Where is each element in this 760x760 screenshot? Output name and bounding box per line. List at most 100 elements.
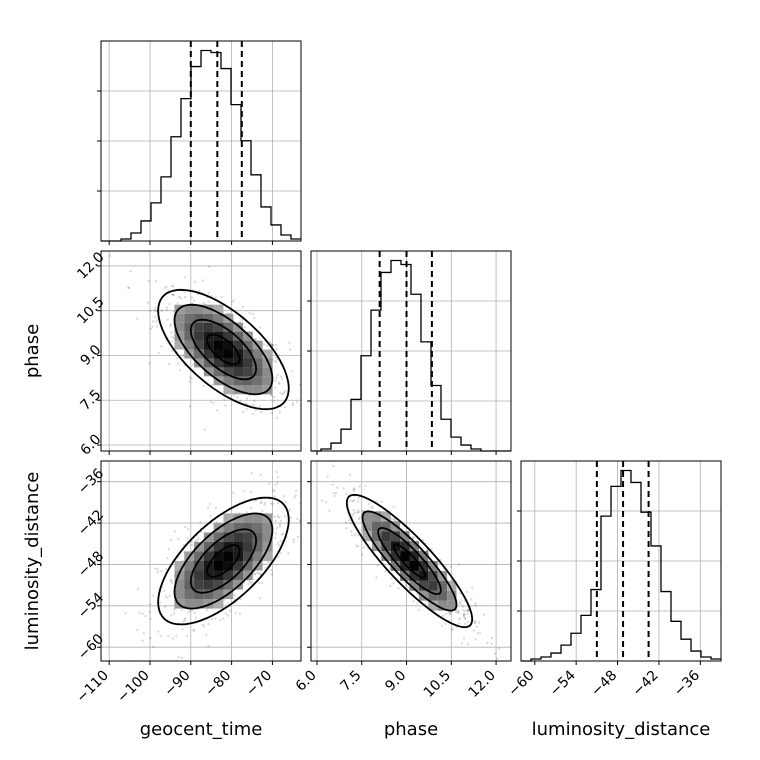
scatter-point: [393, 517, 396, 520]
density-cell: [243, 385, 253, 395]
axes-frame: [520, 460, 722, 662]
y-tick-label: 6.0: [77, 432, 104, 459]
density-cell: [203, 349, 214, 359]
density-cell: [243, 570, 253, 581]
scatter-point: [155, 310, 158, 313]
density-cell: [184, 580, 195, 590]
contour-line: [206, 333, 241, 366]
y-axis-label-phase: phase: [22, 324, 43, 378]
scatter-point: [144, 614, 147, 618]
scatter-point: [258, 326, 261, 329]
scatter-point: [177, 295, 181, 299]
scatter-point: [461, 605, 465, 608]
scatter-point: [459, 592, 462, 595]
scatter-point: [129, 270, 132, 273]
density-cell: [243, 367, 253, 377]
density-cell: [213, 541, 224, 552]
scatter-point: [466, 590, 469, 593]
scatter-point: [294, 489, 298, 493]
panel-content: [311, 461, 511, 661]
scatter-point: [149, 636, 152, 640]
density-cell: [184, 589, 195, 600]
scatter-point: [170, 331, 173, 334]
scatter-point: [228, 609, 231, 612]
scatter-point: [356, 511, 359, 514]
density-cell: [194, 589, 204, 600]
scatter-point: [283, 405, 287, 409]
scatter-point: [412, 536, 415, 539]
scatter-point: [375, 500, 378, 503]
scatter-point: [214, 617, 217, 620]
scatter-point: [245, 407, 248, 411]
density-cell: [213, 340, 224, 350]
scatter-point: [209, 514, 212, 518]
scatter-point: [171, 581, 174, 585]
scatter-point: [283, 514, 287, 518]
density-cell: [194, 358, 204, 368]
density-cell: [262, 532, 273, 542]
density-cell: [213, 349, 224, 359]
scatter-point: [154, 567, 157, 570]
scatter-point: [186, 635, 189, 638]
scatter-point: [458, 563, 461, 566]
scatter-point: [268, 482, 271, 485]
density-cell: [428, 570, 438, 581]
density-cell: [390, 541, 401, 552]
scatter-point: [472, 629, 475, 632]
scatter-point: [307, 532, 309, 534]
density-cell: [400, 570, 410, 581]
scatter-point: [292, 538, 295, 541]
histogram-step-geocent_time: [101, 49, 301, 242]
scatter-point: [325, 392, 327, 394]
density-cell: [233, 522, 244, 533]
scatter-point: [234, 611, 237, 615]
scatter-point: [260, 501, 263, 505]
scatter-point: [149, 309, 152, 312]
scatter-point: [462, 637, 466, 640]
scatter-point: [184, 525, 187, 529]
scatter-point: [191, 296, 194, 299]
scatter-point: [190, 377, 194, 380]
density-cell: [184, 570, 195, 581]
scatter-point: [192, 299, 196, 302]
scatter-point: [295, 400, 298, 404]
density-cell: [223, 349, 234, 359]
scatter-point: [273, 386, 277, 389]
density-cell: [447, 590, 457, 601]
scatter-point: [476, 632, 479, 635]
scatter-point: [184, 295, 187, 299]
scatter-point: [471, 586, 474, 589]
y-tick-label: 9.0: [77, 342, 104, 369]
scatter-point: [196, 539, 199, 542]
scatter-point: [180, 656, 184, 660]
scatter-point: [358, 516, 361, 519]
scatter-point: [262, 343, 266, 346]
scatter-point: [266, 560, 270, 564]
density-cell: [233, 331, 244, 341]
density-cell: [194, 313, 204, 323]
density-cell: [233, 367, 244, 377]
scatter-point: [151, 594, 154, 597]
scatter-point: [460, 642, 463, 645]
density-cell: [213, 532, 224, 542]
scatter-point: [464, 617, 467, 620]
density-cell: [371, 511, 382, 522]
scatter-point: [170, 340, 174, 343]
x-axis-label-phase: phase: [384, 719, 438, 740]
scatter-point: [278, 543, 281, 547]
scatter-point: [459, 602, 462, 605]
scatter-point: [353, 488, 356, 491]
scatter-point: [166, 596, 169, 599]
scatter-point: [289, 508, 292, 512]
scatter-point: [276, 542, 279, 545]
scatter-point: [154, 279, 158, 283]
scatter-point: [351, 513, 355, 516]
x-tick-label: −42: [630, 668, 662, 700]
density-cell: [174, 589, 185, 600]
density-cell: [203, 580, 214, 590]
scatter-point: [274, 379, 277, 382]
density-cell: [223, 340, 234, 350]
scatter-point: [455, 611, 458, 614]
scatter-point: [197, 537, 200, 540]
density-cell: [243, 349, 253, 359]
